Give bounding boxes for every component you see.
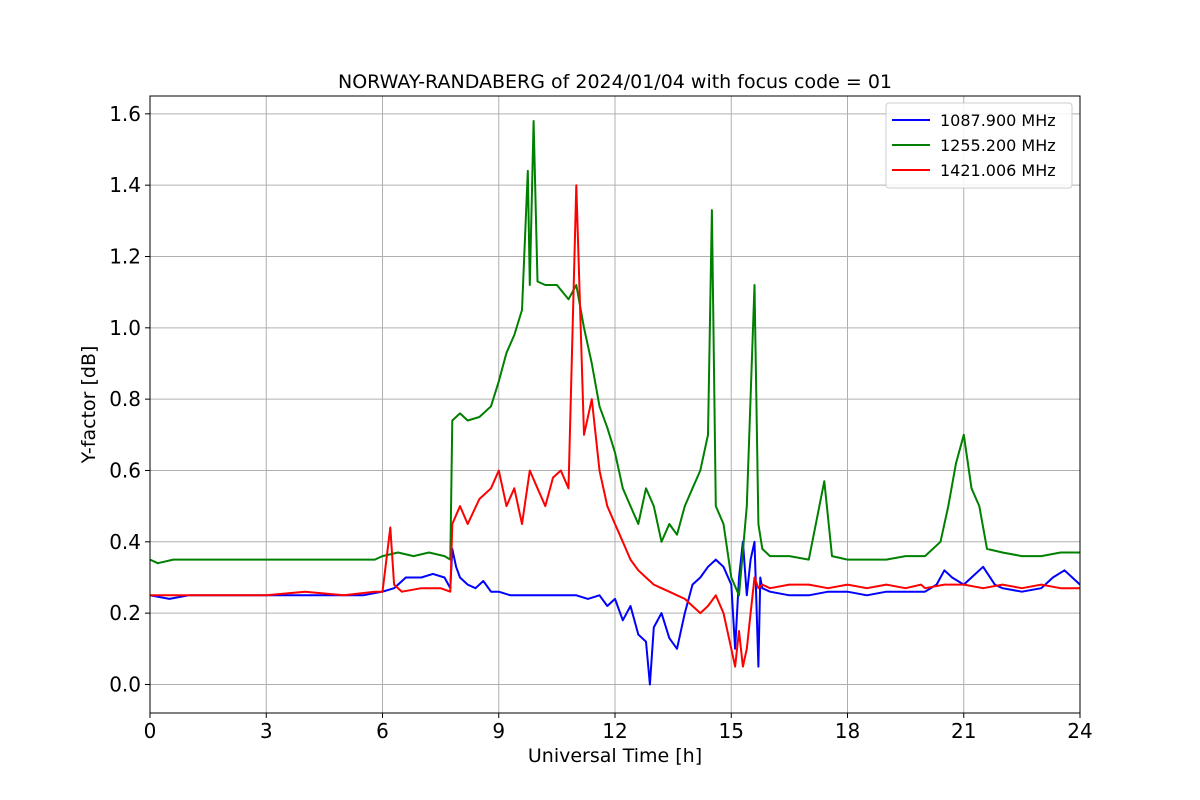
legend: 1087.900 MHz 1255.200 MHz 1421.006 MHz	[885, 102, 1073, 189]
x-tick-label: 21	[951, 719, 976, 743]
grid	[149, 96, 1081, 713]
y-tick-label: 0.4	[109, 530, 141, 554]
y-tick-label: 1.0	[109, 316, 141, 340]
x-tick-label: 0	[144, 719, 157, 743]
x-tick-label: 6	[376, 719, 389, 743]
y-tick-label: 0.0	[109, 672, 141, 696]
x-tick-label: 18	[835, 719, 860, 743]
legend-label: 1255.200 MHz	[940, 136, 1056, 155]
y-tick-label: 0.8	[109, 387, 141, 411]
series-group	[149, 120, 1081, 686]
y-tick-label: 0.6	[109, 458, 141, 482]
y-tick-label: 0.2	[109, 601, 141, 625]
y-tick-label: 1.4	[109, 173, 141, 197]
x-axis: 0 3 6 9 12 15 18 21 24	[144, 713, 1093, 743]
x-tick-label: 24	[1067, 719, 1092, 743]
y-axis: 0.0 0.2 0.4 0.6 0.8 1.0 1.2 1.4 1.6	[109, 102, 150, 696]
series-line-2	[149, 120, 1080, 597]
x-tick-label: 15	[719, 719, 744, 743]
x-tick-label: 12	[602, 719, 627, 743]
x-tick-label: 3	[260, 719, 273, 743]
legend-label: 1087.900 MHz	[940, 111, 1056, 130]
legend-box	[885, 102, 1073, 189]
series-line-1	[149, 540, 1081, 686]
legend-label: 1421.006 MHz	[940, 161, 1056, 180]
series-line-3	[150, 184, 1080, 668]
x-tick-label: 9	[492, 719, 505, 743]
x-axis-label: Universal Time [h]	[528, 745, 702, 767]
y-tick-label: 1.2	[109, 244, 141, 268]
y-axis-label: Y-factor [dB]	[78, 346, 100, 465]
chart-title: NORWAY-RANDABERG of 2024/01/04 with focu…	[338, 71, 892, 93]
y-tick-label: 1.6	[109, 102, 141, 126]
